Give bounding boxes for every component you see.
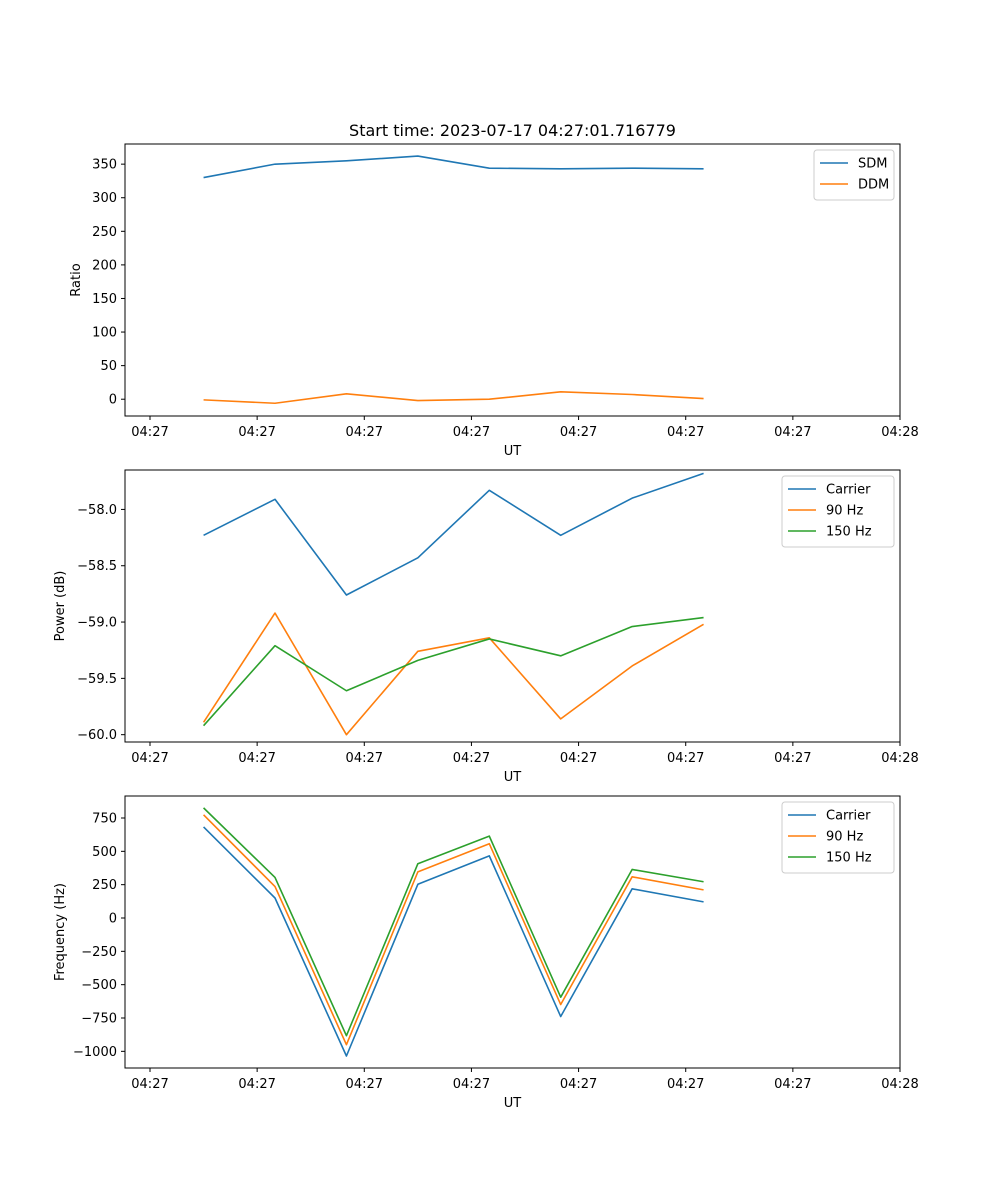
series-line-150-hz — [202, 616, 704, 727]
y-tick-label: 0 — [109, 912, 117, 927]
y-tick-label: −59.0 — [77, 616, 117, 631]
x-tick-label: 04:27 — [131, 1077, 168, 1092]
y-tick-label: −500 — [81, 978, 117, 993]
legend-label: Carrier — [826, 483, 871, 498]
y-tick-label: −750 — [81, 1012, 117, 1027]
legend-label: 150 Hz — [826, 851, 872, 866]
y-tick-label: −1000 — [73, 1045, 117, 1060]
axes-frame — [124, 469, 901, 743]
x-tick-label: 04:27 — [453, 425, 490, 440]
y-tick-label: −60.0 — [77, 728, 117, 743]
axes-frame — [124, 143, 901, 417]
y-axis-label: Frequency (Hz) — [53, 883, 68, 981]
series-line-carrier — [203, 826, 704, 1057]
x-tick-label: 04:27 — [346, 751, 383, 766]
x-tick-label: 04:28 — [881, 751, 918, 766]
x-tick-label: 04:27 — [667, 425, 704, 440]
series-line-sdm — [203, 155, 704, 179]
subplot-2: 04:27 04:27 04:27 04:27 04:27 04:27 04:27 04:28… — [53, 469, 919, 785]
y-tick-label: 500 — [92, 845, 117, 860]
x-tick-label: 04:27 — [560, 1077, 597, 1092]
x-tick-label: 04:27 — [453, 751, 490, 766]
x-tick-label: 04:28 — [881, 425, 918, 440]
y-tick-label: 300 — [92, 191, 117, 206]
y-tick-label: 0 — [109, 393, 117, 408]
legend-label: SDM — [858, 157, 887, 172]
x-tick-label: 04:28 — [881, 1077, 918, 1092]
y-tick-label: 100 — [92, 326, 117, 341]
x-tick-label: 04:27 — [774, 1077, 811, 1092]
legend-label: Carrier — [826, 809, 871, 824]
series-line-ddm — [203, 391, 704, 405]
x-tick-label: 04:27 — [774, 425, 811, 440]
x-tick-label: 04:27 — [238, 425, 275, 440]
x-tick-label: 04:27 — [238, 751, 275, 766]
y-axis-label: Power (dB) — [53, 571, 68, 642]
x-tick-label: 04:27 — [346, 425, 383, 440]
x-axis-label: UT — [504, 1096, 522, 1111]
legend: Carrier 90 Hz 150 Hz — [781, 475, 895, 548]
x-axis-label: UT — [504, 770, 522, 785]
subplots: 04:27 04:27 04:27 04:27 04:27 04:27 04:27 04:28… — [53, 143, 919, 1111]
figure-title: Start time: 2023-07-17 04:27:01.716779 — [349, 121, 676, 140]
legend-label: DDM — [858, 178, 889, 193]
series-line-90-hz — [203, 814, 704, 1046]
y-tick-label: 250 — [92, 225, 117, 240]
legend-label: 150 Hz — [826, 525, 872, 540]
x-tick-label: 04:27 — [667, 1077, 704, 1092]
y-axis-label: Ratio — [69, 263, 84, 296]
x-tick-label: 04:27 — [346, 1077, 383, 1092]
x-tick-label: 04:27 — [453, 1077, 490, 1092]
series-line-150-hz — [203, 807, 704, 1037]
y-tick-label: −59.5 — [77, 672, 117, 687]
legend-box — [781, 801, 895, 874]
subplot-1: 04:27 04:27 04:27 04:27 04:27 04:27 04:27 04:28… — [69, 143, 919, 459]
legend: Carrier 90 Hz 150 Hz — [781, 801, 895, 874]
x-tick-label: 04:27 — [131, 751, 168, 766]
axes-frame — [124, 795, 901, 1069]
subplot-3: 04:27 04:27 04:27 04:27 04:27 04:27 04:27 04:28… — [53, 795, 919, 1111]
legend: SDM DDM — [813, 149, 895, 201]
y-tick-label: 50 — [100, 359, 117, 374]
x-tick-label: 04:27 — [560, 425, 597, 440]
x-tick-label: 04:27 — [131, 425, 168, 440]
legend-label: 90 Hz — [826, 830, 863, 845]
x-tick-label: 04:27 — [774, 751, 811, 766]
x-tick-label: 04:27 — [238, 1077, 275, 1092]
legend-label: 90 Hz — [826, 504, 863, 519]
series-line-carrier — [203, 472, 704, 596]
y-tick-label: 200 — [92, 258, 117, 273]
y-tick-label: 350 — [92, 158, 117, 173]
y-tick-label: −58.5 — [77, 559, 117, 574]
x-axis-label: UT — [504, 444, 522, 459]
x-tick-label: 04:27 — [667, 751, 704, 766]
y-tick-label: 250 — [92, 878, 117, 893]
y-tick-label: 750 — [92, 812, 117, 827]
series-line-90-hz — [202, 612, 704, 736]
y-tick-label: −58.0 — [77, 503, 117, 518]
y-tick-label: 150 — [92, 292, 117, 307]
legend-box — [781, 475, 895, 548]
x-tick-label: 04:27 — [560, 751, 597, 766]
y-tick-label: −250 — [81, 945, 117, 960]
